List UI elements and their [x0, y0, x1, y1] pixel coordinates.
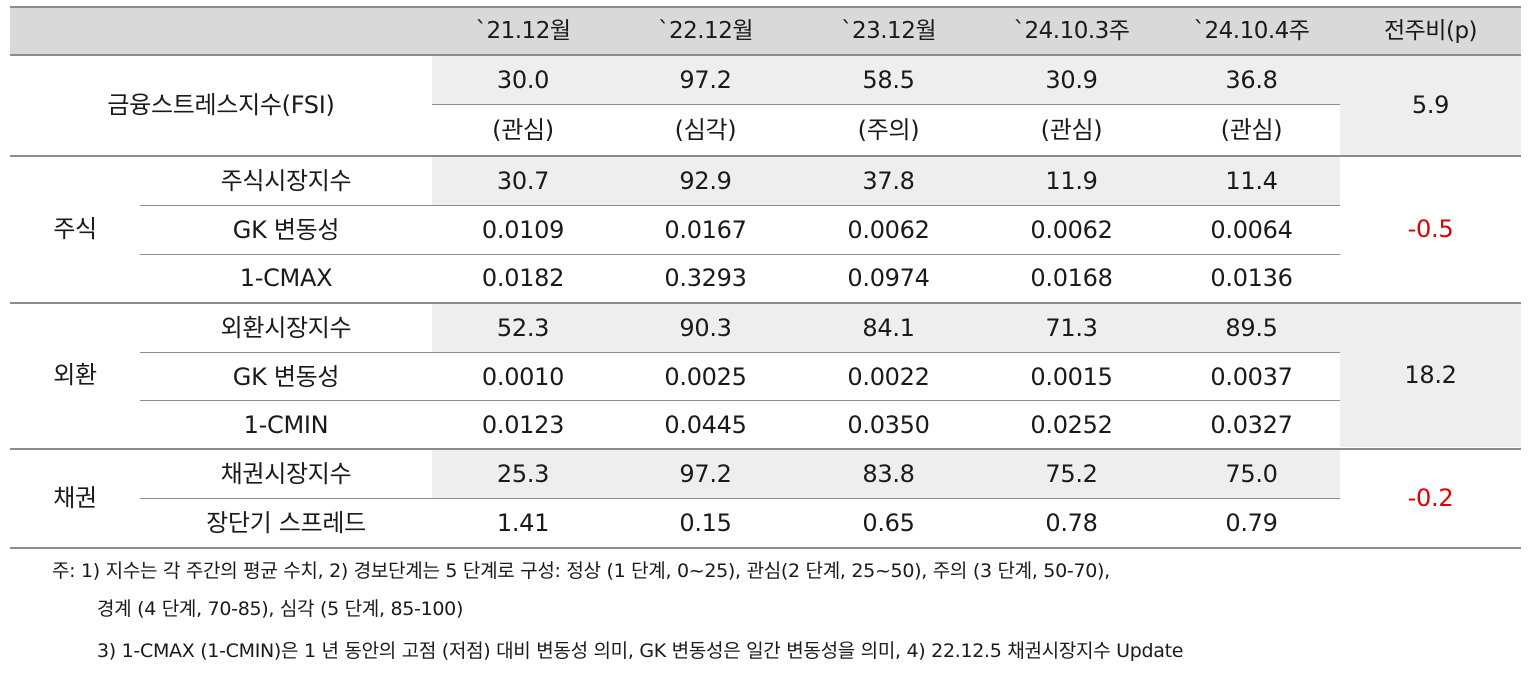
fsi-value: 36.8: [1225, 66, 1278, 94]
divider: [432, 104, 1340, 105]
row-label: 1-CMIN: [243, 411, 329, 439]
row-label: GK 변동성: [232, 363, 340, 391]
row-label: 장단기 스프레드: [206, 509, 366, 537]
table-cell: 0.0109: [481, 216, 565, 244]
fsi-level: (심각): [674, 116, 737, 144]
divider: [10, 302, 1521, 304]
table-cell: 0.0974: [847, 264, 930, 292]
table-cell: 30.7: [496, 167, 550, 195]
fsi-value: 30.9: [1045, 66, 1098, 94]
table-cell: 83.8: [862, 460, 915, 488]
fx-change: 18.2: [1404, 361, 1457, 389]
col-header-2021-12: `21.12월: [475, 18, 571, 44]
row-label: 외환시장지수: [220, 314, 352, 342]
table-cell: 84.1: [862, 314, 915, 342]
table-cell: 0.0022: [847, 363, 930, 391]
divider: [140, 205, 1340, 206]
table-cell: 0.0123: [481, 411, 565, 439]
shade-fsi-change: [1340, 56, 1521, 155]
footnote-line-2: 경계 (4 단계, 70-85), 심각 (5 단계, 85-100): [97, 598, 464, 620]
table-cell: 0.0136: [1210, 264, 1293, 292]
fsi-label: 금융스트레스지수(FSI): [107, 91, 335, 119]
fsi-change: 5.9: [1411, 91, 1450, 119]
table-cell: 0.0025: [664, 363, 747, 391]
shade-stock-index: [432, 157, 1340, 205]
table-cell: 0.78: [1045, 509, 1098, 537]
table-cell: 71.3: [1045, 314, 1098, 342]
table-cell: 0.0252: [1030, 411, 1113, 439]
stock-change: -0.5: [1407, 215, 1454, 243]
shade-fx-index: [432, 304, 1340, 352]
footnote-line-3: 3) 1-CMAX (1-CMIN)은 1 년 동안의 고점 (저점) 대비 변…: [97, 640, 1184, 662]
table-cell: 11.9: [1045, 167, 1098, 195]
table-cell: 0.0350: [847, 411, 930, 439]
shade-fsi-values: [432, 56, 1340, 104]
table-cell: 75.0: [1225, 460, 1278, 488]
fsi-level: (관심): [1220, 116, 1283, 144]
table-cell: 90.3: [679, 314, 732, 342]
table-cell: 0.0167: [664, 216, 747, 244]
group-label-fx: 외환: [53, 361, 97, 389]
table-cell: 0.0010: [481, 363, 565, 391]
fsi-level: (관심): [492, 116, 554, 144]
col-header-2022-12: `22.12월: [657, 18, 754, 44]
table-cell: 52.3: [496, 314, 550, 342]
table-cell: 37.8: [862, 167, 915, 195]
table-cell: 0.0327: [1210, 411, 1293, 439]
table-bottom-rule: [10, 547, 1521, 549]
divider: [10, 155, 1521, 157]
fsi-level: (주의): [857, 116, 920, 144]
col-header-2024-10-w3: `24.10.3주: [1013, 18, 1130, 44]
table-cell: 0.0168: [1030, 264, 1113, 292]
bond-change: -0.2: [1407, 484, 1454, 512]
table-cell: 0.79: [1225, 509, 1278, 537]
table-cell: 0.0064: [1210, 216, 1293, 244]
table-cell: 0.0182: [481, 264, 565, 292]
footnote-line-1: 주: 1) 지수는 각 주간의 평균 수치, 2) 경보단계는 5 단계로 구성…: [52, 560, 1110, 582]
divider: [140, 254, 1340, 255]
table-header: `21.12월 `22.12월 `23.12월 `24.10.3주 `24.10…: [10, 6, 1521, 56]
table-cell: 0.65: [862, 509, 915, 537]
row-label: 1-CMAX: [239, 264, 333, 292]
table-cell: 0.0015: [1030, 363, 1113, 391]
table-cell: 92.9: [679, 167, 732, 195]
table-cell: 75.2: [1045, 460, 1098, 488]
divider: [140, 352, 1340, 353]
row-label: 채권시장지수: [220, 460, 352, 488]
table-cell: 0.0445: [664, 411, 747, 439]
table-cell: 89.5: [1225, 314, 1278, 342]
table-cell: 11.4: [1225, 167, 1278, 195]
table-cell: 97.2: [679, 460, 732, 488]
table-cell: 1.41: [496, 509, 550, 537]
group-label-stock: 주식: [53, 215, 97, 243]
table-cell: 0.0062: [847, 216, 930, 244]
shade-fx-change: [1340, 304, 1521, 447]
divider: [10, 448, 1521, 450]
shade-bond-index: [432, 450, 1340, 498]
divider: [140, 400, 1340, 401]
fsi-value: 97.2: [679, 66, 732, 94]
fsi-value: 30.0: [496, 66, 550, 94]
group-label-bond: 채권: [53, 484, 97, 512]
table-cell: 0.0037: [1210, 363, 1293, 391]
table-cell: 0.0062: [1030, 216, 1113, 244]
row-label: 주식시장지수: [220, 167, 352, 195]
col-header-2023-12: `23.12월: [840, 18, 937, 44]
divider: [140, 498, 1340, 499]
row-label: GK 변동성: [232, 216, 340, 244]
fsi-level: (관심): [1040, 116, 1103, 144]
table-cell: 25.3: [496, 460, 550, 488]
col-header-change: 전주비(p): [1383, 18, 1478, 44]
col-header-2024-10-w4: `24.10.4주: [1193, 18, 1310, 44]
table-cell: 0.15: [679, 509, 732, 537]
table-cell: 0.3293: [664, 264, 747, 292]
fsi-value: 58.5: [862, 66, 915, 94]
